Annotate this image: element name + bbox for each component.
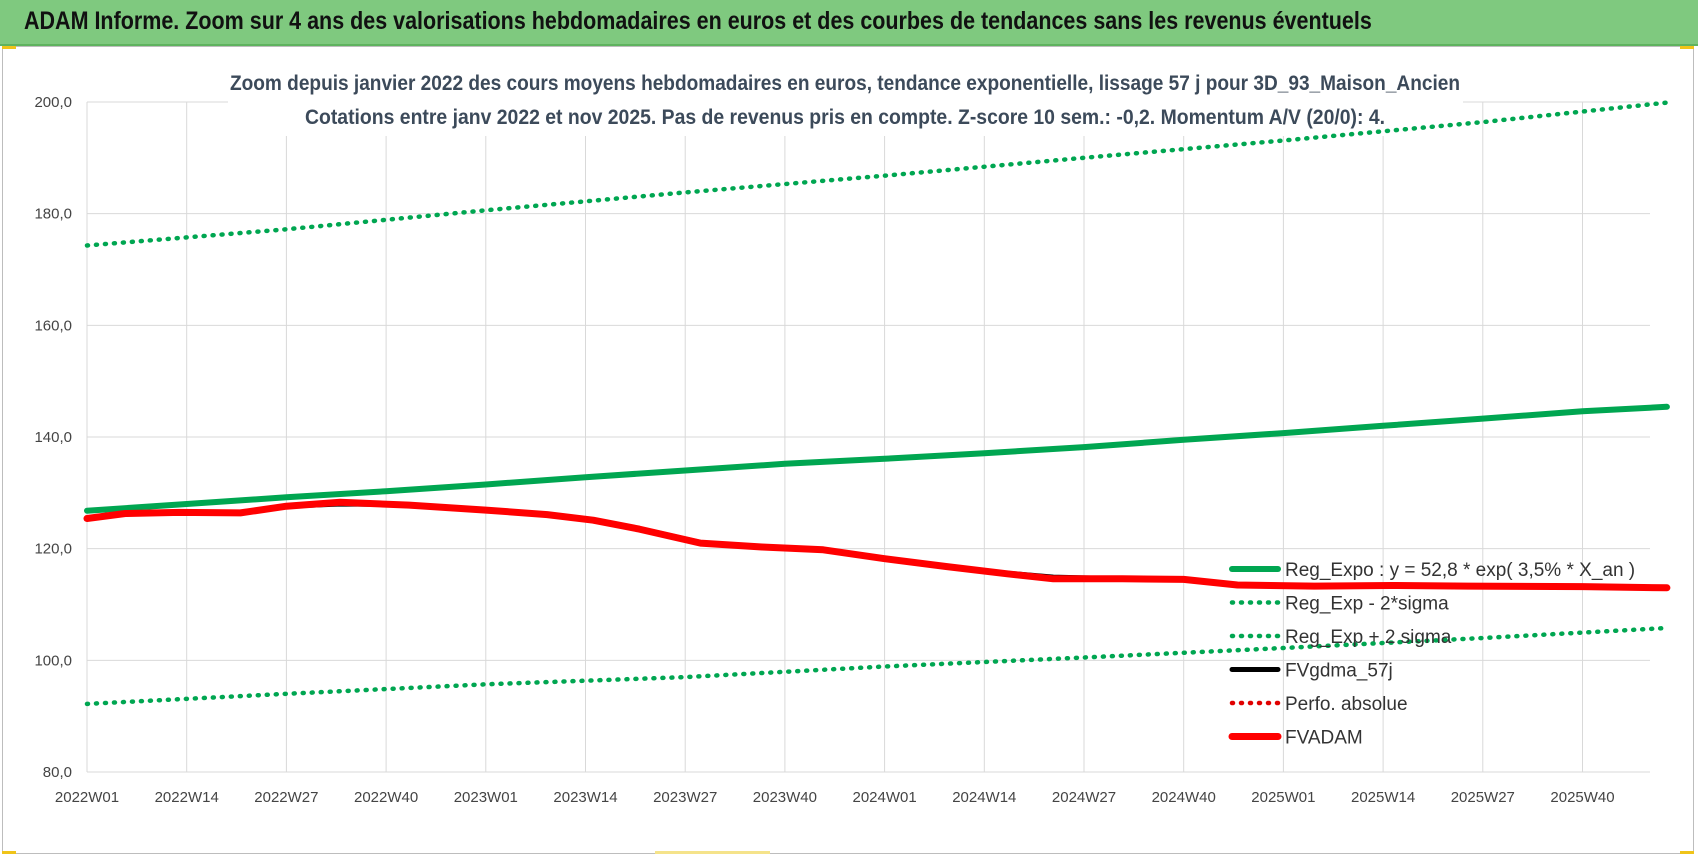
y-tick-label: 160,0 — [34, 317, 72, 334]
series-line — [84, 100, 1670, 248]
y-tick-label: 120,0 — [34, 541, 72, 558]
x-tick-label: 2025W01 — [1251, 789, 1315, 806]
x-tick-label: 2024W27 — [1052, 789, 1116, 806]
chart-title: Zoom depuis janvier 2022 des cours moyen… — [230, 72, 1460, 95]
corner-mark-bottom-center — [655, 851, 770, 854]
x-tick-label: 2025W27 — [1451, 789, 1515, 806]
x-tick-label: 2022W40 — [354, 789, 418, 806]
chart-subtitle: Cotations entre janv 2022 et nov 2025. P… — [305, 106, 1385, 129]
report-title: ADAM Informe. Zoom sur 4 ans des valoris… — [24, 7, 1372, 35]
x-tick-label: 2023W01 — [454, 789, 518, 806]
title-backdrop — [228, 64, 1463, 136]
corner-mark-bottom-left — [2, 851, 16, 854]
x-tick-label: 2023W27 — [653, 789, 717, 806]
x-tick-label: 2023W14 — [553, 789, 617, 806]
series-line — [83, 498, 1671, 592]
legend-entry: Reg_Exp - 2*sigma — [1285, 594, 1449, 615]
y-tick-label: 180,0 — [34, 206, 72, 223]
chart-series — [83, 100, 1671, 707]
y-axis-ticks: 80,0 100,0 120,0 140,0 160,0 180,0 200,0 — [34, 94, 72, 781]
legend-entry: Reg_Exp + 2 sigma — [1285, 627, 1452, 648]
y-tick-label: 80,0 — [43, 764, 72, 781]
legend-entry: FVADAM — [1285, 728, 1363, 749]
x-tick-label: 2024W40 — [1152, 789, 1216, 806]
x-tick-label: 2022W14 — [155, 789, 219, 806]
x-tick-label: 2025W14 — [1351, 789, 1415, 806]
x-axis-ticks: 2022W01 2022W14 2022W27 2022W40 2023W01 2023W… — [55, 789, 1615, 806]
x-tick-label: 2024W14 — [952, 789, 1016, 806]
series-line — [84, 403, 1670, 514]
x-tick-label: 2023W40 — [753, 789, 817, 806]
report-banner: ADAM Informe. Zoom sur 4 ans des valoris… — [0, 0, 1698, 46]
chart-grid — [86, 101, 1650, 773]
corner-mark-bottom-right — [1680, 851, 1694, 854]
chart-legend: Reg_Expo : y = 52,8 * exp( 3,5% * X_an )… — [1228, 560, 1635, 749]
x-tick-label: 2022W27 — [254, 789, 318, 806]
legend-entry: Reg_Expo : y = 52,8 * exp( 3,5% * X_an ) — [1285, 560, 1635, 581]
corner-mark-top-right — [1680, 46, 1694, 49]
y-tick-label: 100,0 — [34, 652, 72, 669]
x-tick-label: 2024W01 — [852, 789, 916, 806]
y-tick-label: 140,0 — [34, 429, 72, 446]
corner-mark-top-left — [2, 46, 16, 49]
series-line — [84, 625, 1670, 707]
x-tick-label: 2022W01 — [55, 789, 119, 806]
chart-frame — [2, 46, 1694, 854]
x-tick-label: 2025W40 — [1550, 789, 1614, 806]
y-tick-label: 200,0 — [34, 94, 72, 111]
legend-entry: Perfo. absolue — [1285, 694, 1408, 715]
legend-entry: FVgdma_57j — [1285, 661, 1393, 682]
